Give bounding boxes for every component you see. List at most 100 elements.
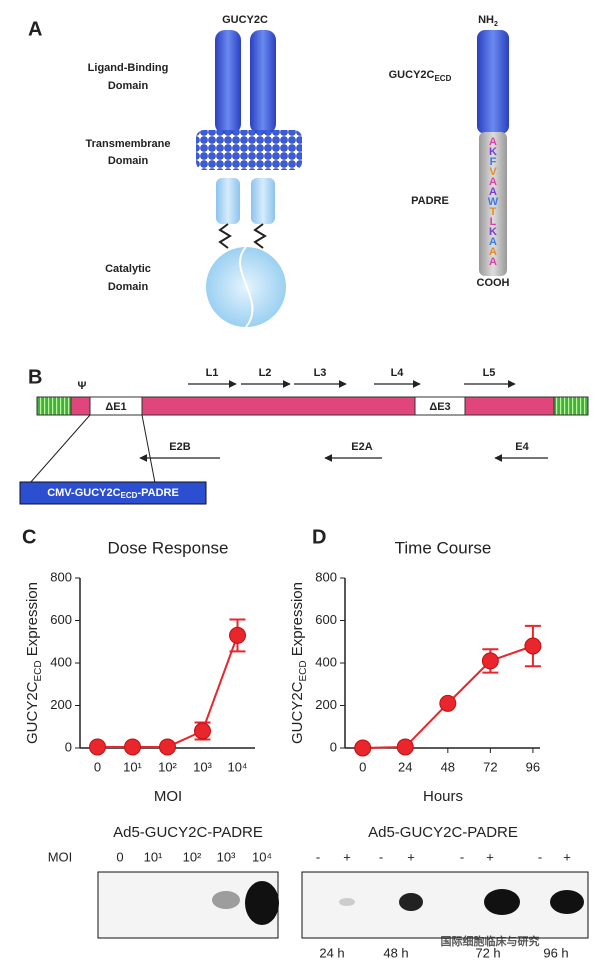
label: ECD bbox=[298, 660, 309, 681]
label: Ligand-Binding bbox=[88, 62, 169, 74]
label: Domain bbox=[108, 281, 149, 293]
panel-label: C bbox=[22, 526, 36, 548]
label: 2 bbox=[494, 21, 498, 28]
deletion bbox=[89, 396, 143, 416]
point bbox=[524, 637, 542, 655]
y-tick-label: 400 bbox=[315, 654, 337, 669]
y-tick-label: 600 bbox=[50, 612, 72, 627]
label: Domain bbox=[108, 80, 149, 92]
padre-letter: A bbox=[489, 176, 497, 188]
chart-title: Time Course bbox=[395, 538, 492, 557]
point bbox=[439, 694, 457, 712]
panel-label: B bbox=[28, 366, 42, 388]
time-label: 72 h bbox=[475, 945, 500, 960]
time-label: 48 h bbox=[383, 945, 408, 960]
insert bbox=[19, 481, 207, 505]
y-tick-label: 200 bbox=[315, 697, 337, 712]
label: GUCY2C bbox=[389, 69, 435, 81]
ligand-domain bbox=[215, 30, 241, 134]
point bbox=[396, 738, 414, 756]
lane-label: - bbox=[316, 849, 320, 864]
label: ECD bbox=[33, 660, 44, 681]
lane-label: - bbox=[538, 849, 542, 864]
y-axis-label: GUCY2CECD Expression bbox=[24, 582, 44, 744]
label: -PADRE bbox=[137, 487, 178, 499]
label: COOH bbox=[477, 277, 510, 289]
n-term: NH2 bbox=[478, 14, 498, 28]
deletion bbox=[414, 396, 466, 416]
y-tick-label: 0 bbox=[65, 739, 72, 754]
lane-label: - bbox=[460, 849, 464, 864]
line bbox=[97, 635, 239, 748]
label: L5 bbox=[483, 367, 496, 379]
label: ΔE1 bbox=[105, 401, 126, 413]
time-label: 96 h bbox=[543, 945, 568, 960]
chart-title: Dose Response bbox=[108, 538, 229, 557]
label: L2 bbox=[259, 367, 272, 379]
padre-letter: K bbox=[489, 146, 497, 158]
padre-letter: W bbox=[488, 196, 499, 208]
panel-label: A bbox=[28, 18, 42, 40]
padre-letter: K bbox=[489, 226, 497, 238]
itr bbox=[553, 396, 589, 416]
point bbox=[124, 738, 141, 756]
linker bbox=[218, 223, 267, 249]
label: E2A bbox=[351, 441, 372, 453]
point bbox=[229, 626, 246, 644]
padre-letter: V bbox=[489, 166, 497, 178]
label: L1 bbox=[206, 367, 219, 379]
padre-letter: A bbox=[489, 256, 497, 268]
kinase-domain bbox=[216, 178, 240, 224]
band bbox=[484, 889, 520, 915]
y-tick-label: 600 bbox=[315, 612, 337, 627]
x-axis-label: MOI bbox=[154, 788, 182, 805]
label: GUCY2C bbox=[289, 681, 306, 744]
x-tick-label: 10¹ bbox=[123, 759, 142, 774]
label: L3 bbox=[314, 367, 327, 379]
kinase-domain bbox=[251, 178, 275, 224]
label: E4 bbox=[515, 441, 529, 453]
band bbox=[212, 891, 240, 909]
catalytic-seam bbox=[239, 246, 254, 328]
time-label: 24 h bbox=[319, 945, 344, 960]
padre-letter: F bbox=[490, 156, 497, 168]
x-tick-label: 24 bbox=[398, 759, 412, 774]
label: Expression bbox=[289, 582, 306, 660]
label: Catalytic bbox=[105, 263, 151, 275]
label: ΔE3 bbox=[429, 401, 450, 413]
insert-lines bbox=[29, 414, 156, 484]
lane-label: 10¹ bbox=[144, 849, 163, 864]
lane-label: + bbox=[486, 849, 494, 864]
x-tick-label: 48 bbox=[441, 759, 455, 774]
lane-label: 10² bbox=[183, 849, 202, 864]
ecd bbox=[477, 30, 509, 134]
x-tick-label: 96 bbox=[526, 759, 540, 774]
lane-label: - bbox=[379, 849, 383, 864]
label: L4 bbox=[391, 367, 405, 379]
band bbox=[245, 881, 279, 925]
transcripts bbox=[139, 380, 548, 462]
point bbox=[481, 652, 499, 670]
padre-letter: A bbox=[489, 136, 497, 148]
band bbox=[339, 898, 355, 906]
x-tick-label: 10² bbox=[158, 759, 177, 774]
label: GUCY2C bbox=[222, 14, 268, 26]
padre-letter: L bbox=[490, 216, 497, 228]
y-tick-label: 200 bbox=[50, 697, 72, 712]
ligand-domain bbox=[250, 30, 276, 134]
label: ECD bbox=[434, 74, 451, 83]
y-axis-label: GUCY2CECD Expression bbox=[289, 582, 309, 744]
lane-label: 0 bbox=[116, 849, 123, 864]
label: Expression bbox=[24, 582, 41, 660]
padre-letter: A bbox=[489, 246, 497, 258]
label: Transmembrane bbox=[86, 138, 171, 150]
x-tick-label: 0 bbox=[359, 759, 366, 774]
row-label: MOI bbox=[48, 849, 73, 864]
membrane bbox=[196, 130, 302, 170]
x-tick-label: 72 bbox=[483, 759, 497, 774]
x-tick-label: 0 bbox=[94, 759, 101, 774]
point bbox=[194, 722, 211, 740]
insert-label: CMV-GUCY2CECD-PADRE bbox=[47, 487, 179, 500]
padre-letter: T bbox=[490, 206, 497, 218]
